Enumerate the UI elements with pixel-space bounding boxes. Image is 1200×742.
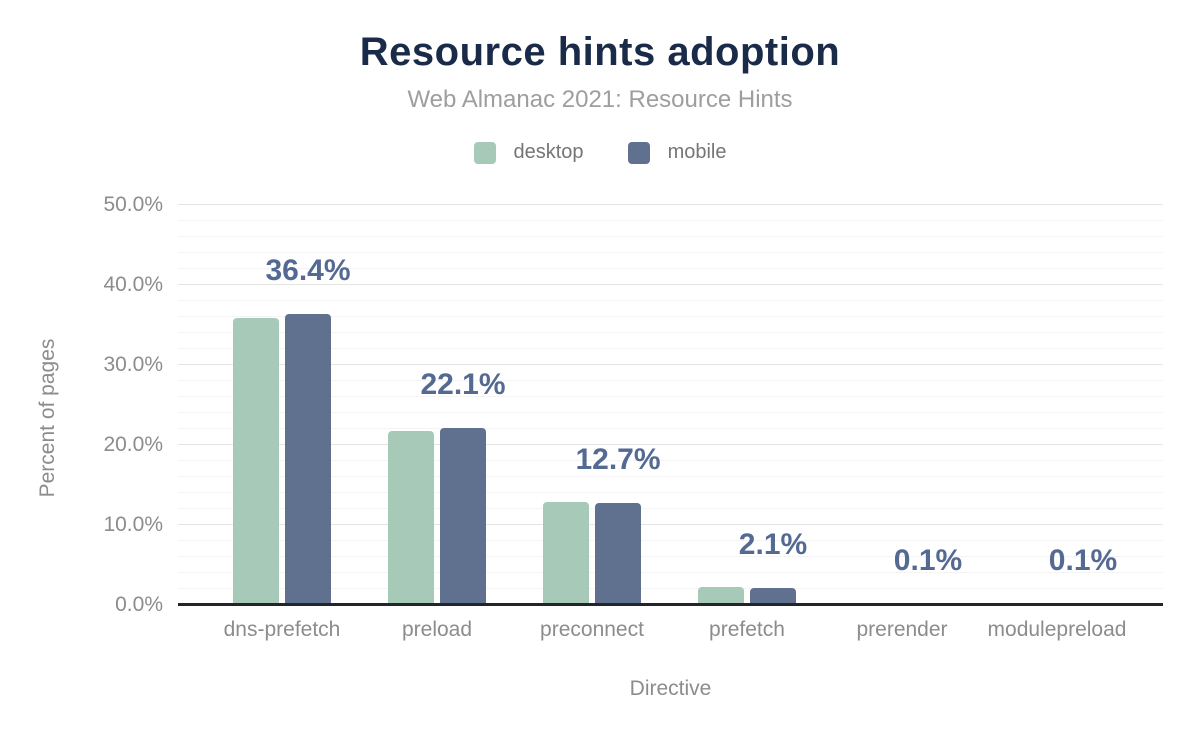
value-label-preload: 22.1% xyxy=(420,368,506,402)
x-tick-modulepreload: modulepreload xyxy=(987,618,1127,641)
gridline-minor-32 xyxy=(178,348,1163,349)
legend-label-desktop: desktop xyxy=(513,141,584,163)
x-tick-preload: preload xyxy=(401,618,473,641)
gridline-major-50 xyxy=(178,204,1163,205)
gridline-minor-38 xyxy=(178,300,1163,301)
y-tick-0: 0.0% xyxy=(115,593,163,616)
gridline-minor-16 xyxy=(178,476,1163,477)
y-tick-10: 10.0% xyxy=(103,513,163,536)
bar-mobile-preconnect xyxy=(595,503,641,605)
gridline-major-10 xyxy=(178,524,1163,525)
x-tick-preconnect: preconnect xyxy=(540,618,644,641)
gridline-minor-12 xyxy=(178,508,1163,509)
gridline-minor-4 xyxy=(178,572,1163,573)
x-tick-dns-prefetch: dns-prefetch xyxy=(223,618,341,641)
gridline-minor-34 xyxy=(178,332,1163,333)
legend-label-mobile: mobile xyxy=(667,141,727,163)
x-axis-line xyxy=(178,603,1163,606)
chart-subtitle: Web Almanac 2021: Resource Hints xyxy=(407,86,793,113)
bar-desktop-preconnect xyxy=(543,501,589,605)
gridline-minor-28 xyxy=(178,380,1163,381)
x-tick-prefetch: prefetch xyxy=(709,618,785,641)
y-tick-20: 20.0% xyxy=(103,433,163,456)
legend-item-mobile: mobile xyxy=(627,141,727,164)
bar-mobile-prefetch xyxy=(750,588,796,605)
value-label-preconnect: 12.7% xyxy=(575,443,661,477)
legend-swatch-desktop-icon xyxy=(473,141,496,164)
value-label-modulepreload: 0.1% xyxy=(1048,544,1118,578)
x-axis-title: Directive xyxy=(629,677,712,700)
y-tick-30: 30.0% xyxy=(103,353,163,376)
legend-swatch-mobile-icon xyxy=(627,141,650,164)
gridline-major-30 xyxy=(178,364,1163,365)
gridline-minor-42 xyxy=(178,268,1163,269)
gridline-minor-44 xyxy=(178,252,1163,253)
y-tick-40: 40.0% xyxy=(103,273,163,296)
gridline-major-40 xyxy=(178,284,1163,285)
y-tick-50: 50.0% xyxy=(103,193,163,216)
legend-item-desktop: desktop xyxy=(473,141,584,164)
bar-desktop-dns-prefetch xyxy=(233,317,279,605)
bar-mobile-dns-prefetch xyxy=(285,313,331,605)
legend: desktop mobile xyxy=(0,141,1200,164)
gridline-minor-6 xyxy=(178,556,1163,557)
gridline-minor-48 xyxy=(178,220,1163,221)
x-tick-prerender: prerender xyxy=(856,618,948,641)
gridline-minor-24 xyxy=(178,412,1163,413)
plot-area: 36.4% dns-prefetch 22.1% preload 12.7% precon… xyxy=(178,204,1163,641)
bar-desktop-preload xyxy=(388,431,434,605)
gridline-minor-14 xyxy=(178,492,1163,493)
gridline-minor-26 xyxy=(178,396,1163,397)
bar-desktop-prefetch xyxy=(698,586,744,605)
gridline-minor-2 xyxy=(178,588,1163,589)
value-label-prefetch: 2.1% xyxy=(738,528,808,562)
gridline-minor-8 xyxy=(178,540,1163,541)
value-label-dns-prefetch: 36.4% xyxy=(265,253,351,287)
gridline-minor-22 xyxy=(178,428,1163,429)
gridline-minor-46 xyxy=(178,236,1163,237)
bar-mobile-preload xyxy=(440,428,486,605)
value-label-prerender: 0.1% xyxy=(893,544,963,578)
gridline-major-20 xyxy=(178,444,1163,445)
gridline-minor-18 xyxy=(178,460,1163,461)
chart-title: Resource hints adoption xyxy=(359,30,841,74)
gridline-minor-36 xyxy=(178,316,1163,317)
